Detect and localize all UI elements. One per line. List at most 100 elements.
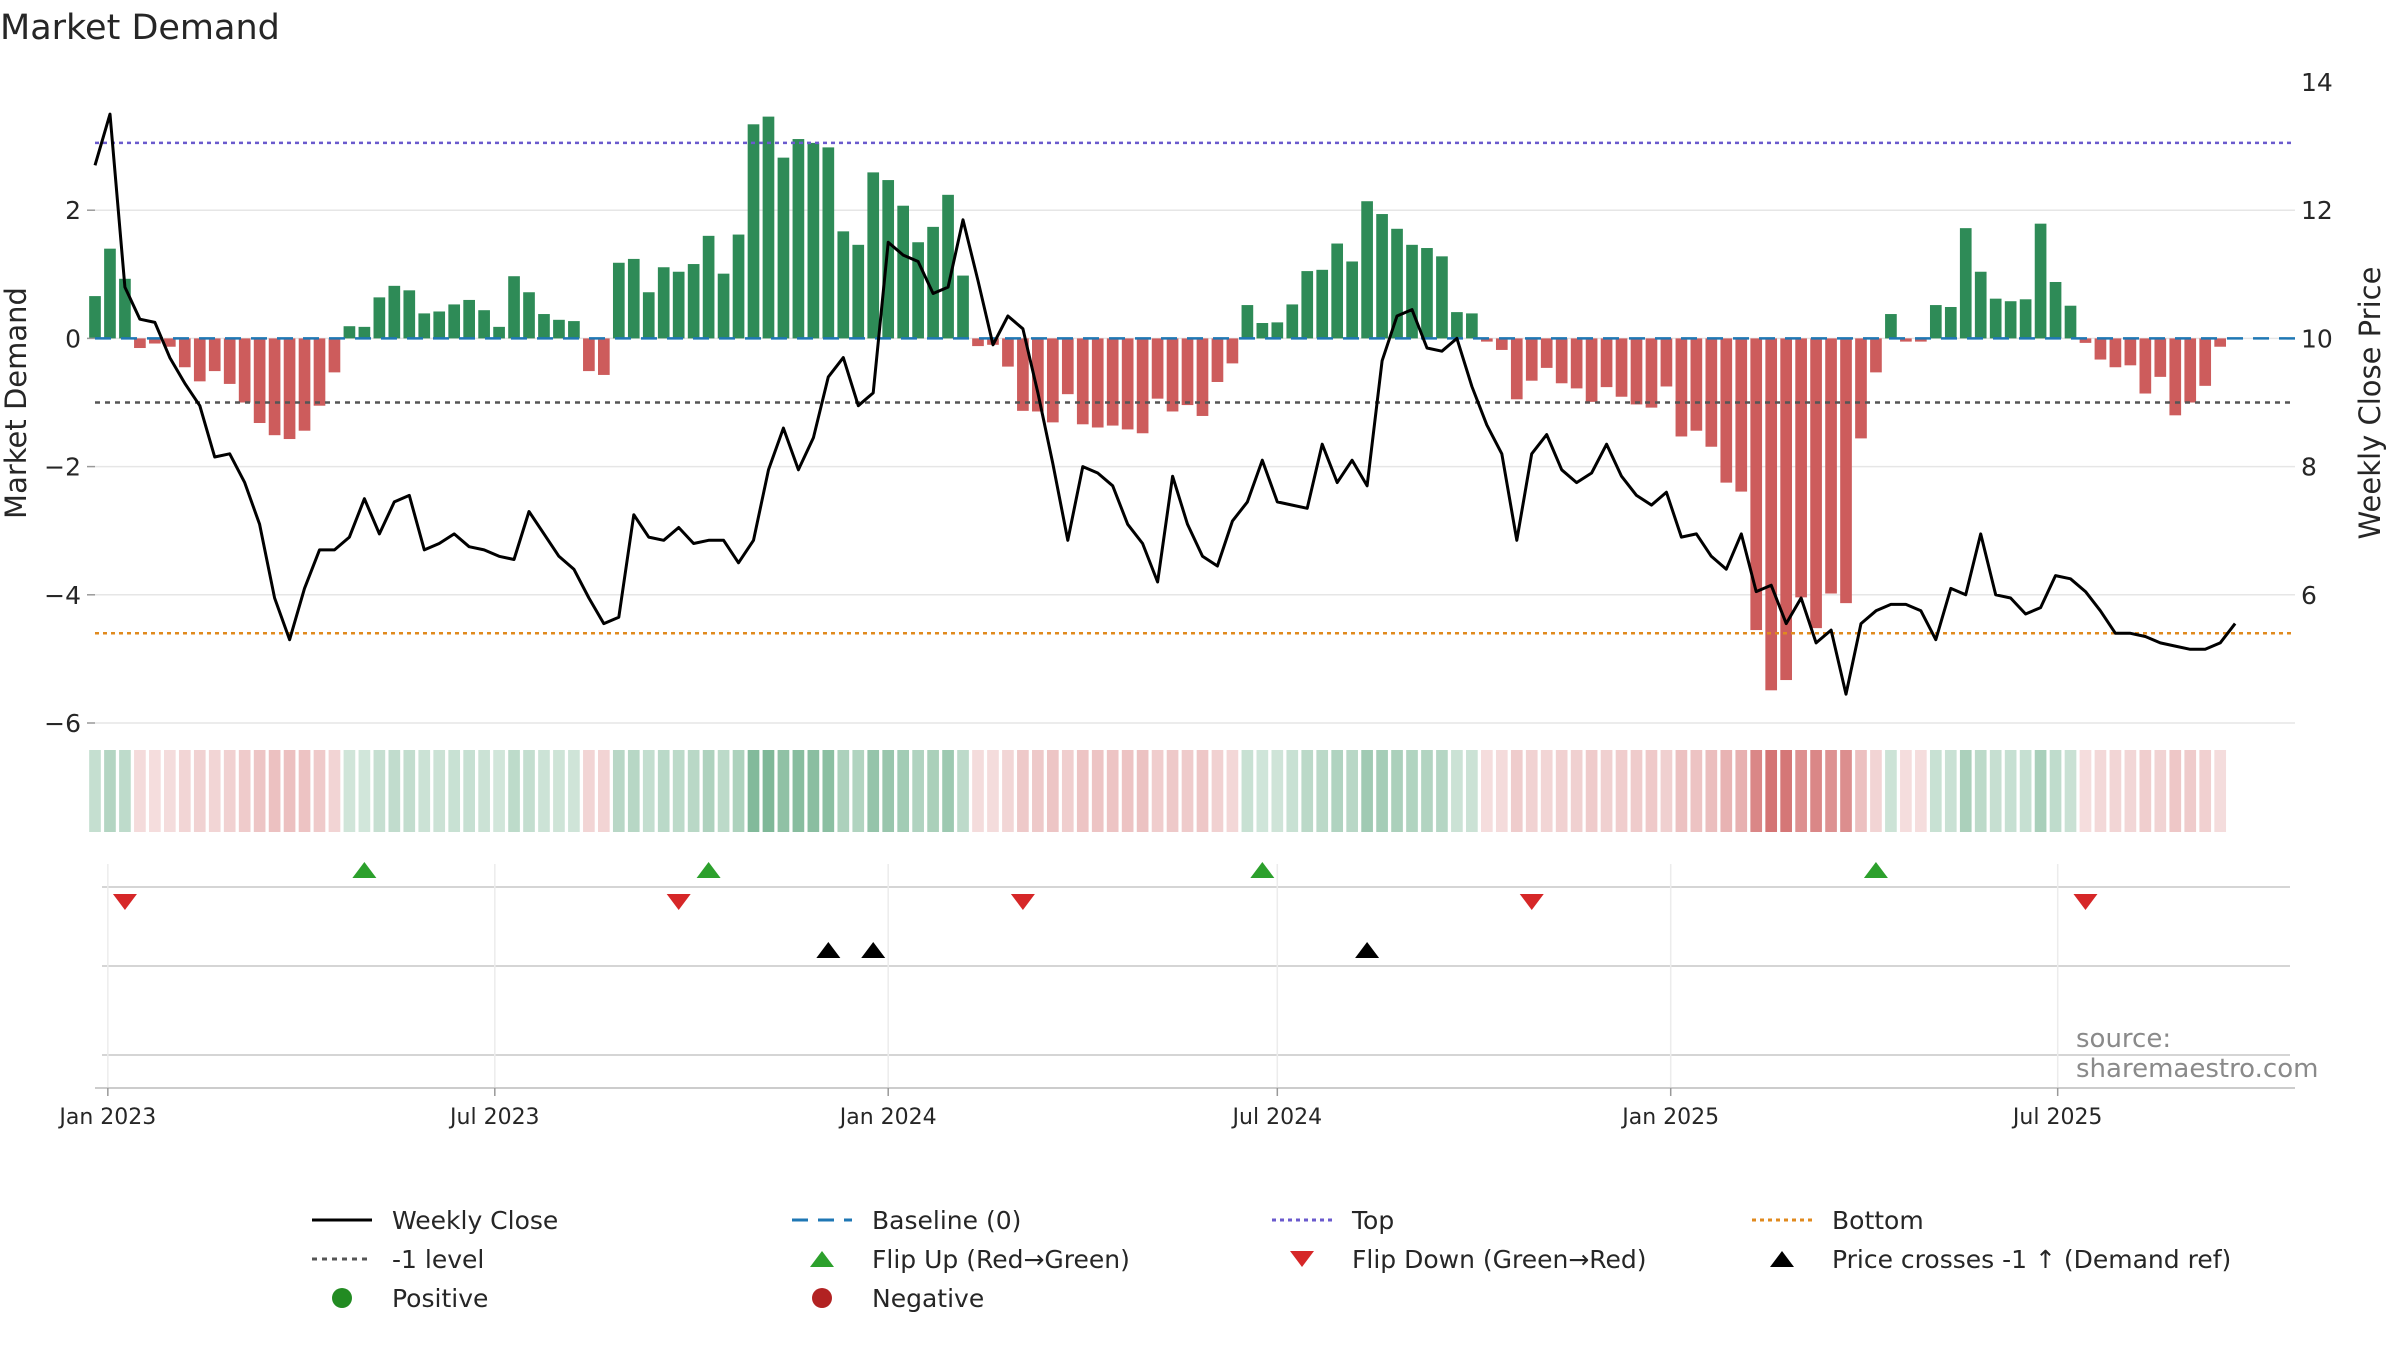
demand-strip-cell [1286,750,1299,832]
demand-bar [1136,338,1149,434]
demand-strip-cell [642,750,655,832]
demand-strip-cell [2124,750,2137,832]
demand-strip-cell [957,750,969,832]
flip-down-marker [1519,894,1544,910]
demand-strip-cell [568,750,580,832]
demand-bar [149,338,161,344]
demand-bar [2094,338,2107,360]
demand-strip-cell [627,750,640,832]
demand-strip-cell [583,750,595,832]
demand-strip-cell [1151,750,1164,832]
demand-bar [253,338,266,424]
demand-bar [568,321,580,339]
demand-bar [2034,223,2047,339]
demand-strip-cell [777,750,790,832]
demand-strip-cell [1017,750,1029,832]
demand-bar [732,234,745,339]
demand-strip-cell [747,750,760,832]
demand-bar [388,285,401,339]
demand-strip-cell [1510,750,1523,832]
demand-bar [2199,338,2212,386]
demand-strip-cell [822,750,835,832]
demand-strip-cell [1436,750,1448,832]
demand-strip-cell [238,750,251,832]
demand-bar [1570,338,1583,389]
demand-bar [2004,301,2017,339]
demand-bar [1166,338,1179,412]
demand-bar [268,338,281,436]
demand-bar [1256,323,1269,339]
demand-strip-cell [1301,750,1314,832]
demand-bar [1091,338,1104,428]
demand-bar [418,313,431,339]
x-tick-label: Jan 2025 [1620,1105,1719,1130]
demand-bar [1436,256,1448,339]
cross-up-marker [1355,942,1380,958]
flip-down-marker [2073,894,2098,910]
demand-strip-cell [1660,750,1673,832]
demand-strip-cell [163,750,176,832]
demand-strip-cell [852,750,865,832]
demand-bar [1765,338,1778,691]
demand-bar [897,205,909,339]
demand-strip-cell [792,750,805,832]
demand-strip-cell [104,750,116,832]
demand-bar [508,276,520,339]
y-axis-label-left: Market Demand [0,287,33,519]
demand-bar [178,338,191,368]
demand-strip-cell [1810,750,1822,832]
demand-bar [1481,338,1493,342]
demand-bar [1959,228,1972,339]
demand-bar [612,262,625,339]
demand-strip-cell [1600,750,1613,832]
demand-bar [1271,322,1284,339]
demand-strip-cell [1735,750,1748,832]
demand-bar [163,338,176,347]
demand-strip-cell [463,750,475,832]
demand-bar [478,310,490,339]
demand-strip-cell [672,750,685,832]
demand-bar [208,338,221,372]
demand-strip-cell [2109,750,2122,832]
demand-bar [553,319,565,339]
demand-bar [1690,338,1703,431]
demand-strip-cell [2199,750,2212,832]
demand-strip-cell [208,750,221,832]
flip-up-marker [352,862,377,878]
demand-strip-cell [1331,750,1344,832]
demand-strip-cell [1466,750,1478,832]
demand-strip-cell [1959,750,1972,832]
demand-bar [852,244,865,339]
demand-strip-cell [149,750,161,832]
demand-bar [2109,338,2122,368]
demand-bar [298,338,311,431]
demand-bar [448,304,461,339]
x-tick-label: Jan 2023 [57,1105,156,1130]
demand-strip-cell [1585,750,1598,832]
demand-strip-cell [1750,750,1763,832]
demand-bar [313,338,326,406]
source-note: source: sharemaestro.com [2076,1024,2319,1084]
demand-bar [972,338,984,347]
demand-bar [2064,305,2077,339]
demand-bar [657,267,670,339]
demand-strip-cell [508,750,520,832]
demand-strip-cell [178,750,191,832]
demand-strip-cell [358,750,371,832]
demand-bar [1735,338,1748,492]
x-tick-label: Jul 2024 [1231,1105,1323,1130]
demand-strip-cell [2034,750,2047,832]
demand-bar [1840,338,1852,604]
demand-strip-cell [1540,750,1553,832]
demand-strip-cell [268,750,281,832]
demand-bar [642,292,655,339]
y-tick-label-right: 10 [2301,324,2333,353]
demand-strip-cell [1391,750,1403,832]
x-tick-label: Jan 2024 [838,1105,937,1130]
demand-strip-cell [1795,750,1807,832]
demand-strip-cell [1091,750,1104,832]
demand-bar [1316,269,1329,339]
demand-strip-cell [972,750,984,832]
demand-bar [1061,338,1074,395]
